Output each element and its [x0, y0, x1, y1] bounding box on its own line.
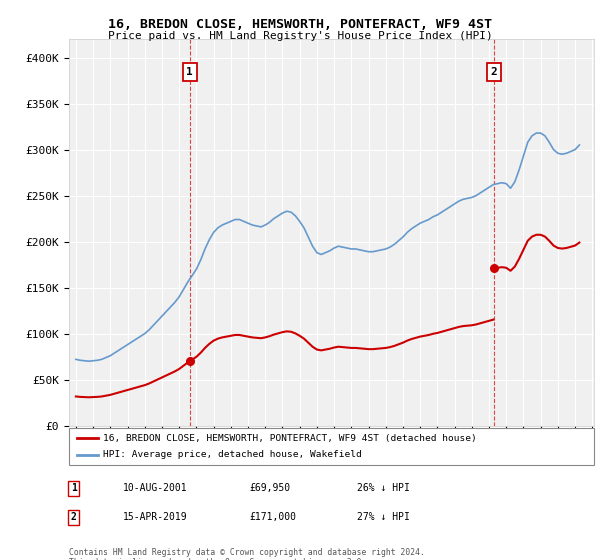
- Text: 27% ↓ HPI: 27% ↓ HPI: [357, 512, 410, 522]
- Text: 16, BREDON CLOSE, HEMSWORTH, PONTEFRACT, WF9 4ST: 16, BREDON CLOSE, HEMSWORTH, PONTEFRACT,…: [108, 18, 492, 31]
- FancyBboxPatch shape: [69, 428, 594, 465]
- Text: HPI: Average price, detached house, Wakefield: HPI: Average price, detached house, Wake…: [103, 450, 362, 459]
- Text: 2: 2: [71, 512, 77, 522]
- Text: £69,950: £69,950: [249, 483, 290, 493]
- Text: 1: 1: [71, 483, 77, 493]
- Text: 26% ↓ HPI: 26% ↓ HPI: [357, 483, 410, 493]
- Text: 1: 1: [186, 67, 193, 77]
- Text: Price paid vs. HM Land Registry's House Price Index (HPI): Price paid vs. HM Land Registry's House …: [107, 31, 493, 41]
- Text: 15-APR-2019: 15-APR-2019: [123, 512, 188, 522]
- Text: 2: 2: [491, 67, 497, 77]
- Text: 16, BREDON CLOSE, HEMSWORTH, PONTEFRACT, WF9 4ST (detached house): 16, BREDON CLOSE, HEMSWORTH, PONTEFRACT,…: [103, 434, 477, 443]
- Text: Contains HM Land Registry data © Crown copyright and database right 2024.
This d: Contains HM Land Registry data © Crown c…: [69, 548, 425, 560]
- Text: £171,000: £171,000: [249, 512, 296, 522]
- Text: 10-AUG-2001: 10-AUG-2001: [123, 483, 188, 493]
